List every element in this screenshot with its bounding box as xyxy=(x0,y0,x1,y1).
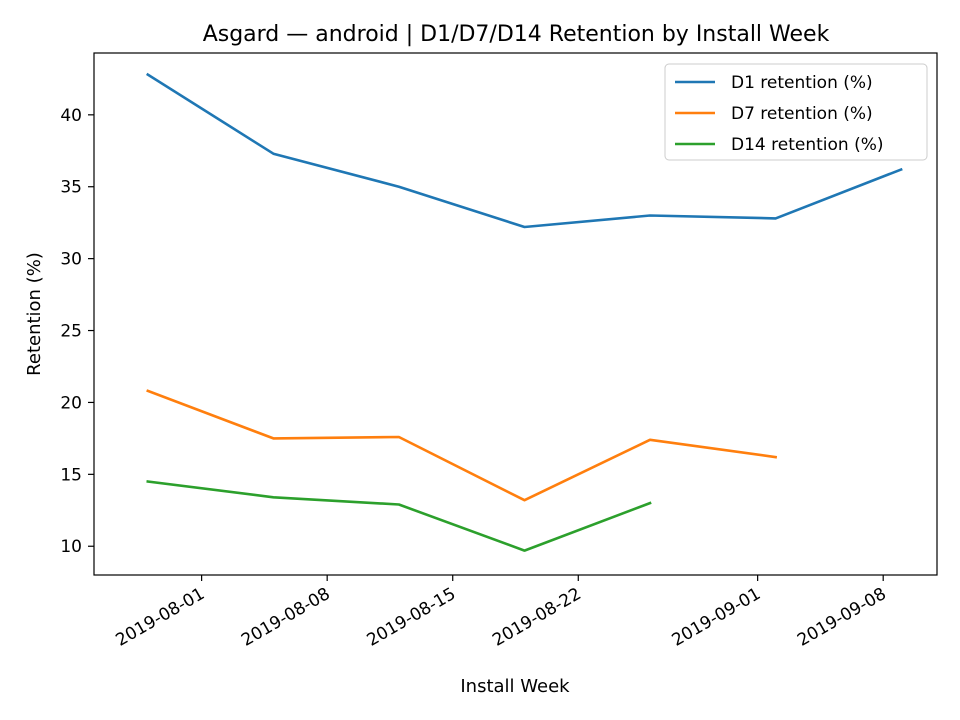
y-axis-label: Retention (%) xyxy=(24,252,45,376)
y-tick-label: 30 xyxy=(60,250,82,270)
legend-box xyxy=(664,63,928,161)
x-tick-label: 2019-09-01 xyxy=(669,584,765,651)
x-tick-label: 2019-08-22 xyxy=(489,584,585,651)
series-line-3 xyxy=(146,480,652,552)
y-tick-label: 20 xyxy=(60,393,82,413)
x-axis-label: Install Week xyxy=(460,676,570,697)
legend-label-3: D14 retention (%) xyxy=(731,135,884,155)
series-line-2 xyxy=(146,389,778,502)
x-axis: 2019-08-01 2019-08-08 2019-08-15 2019-08-22… xyxy=(113,575,890,651)
legend: D1 retention (%) D7 retention (%) D14 rete… xyxy=(664,63,928,161)
y-tick-label: 10 xyxy=(60,537,82,557)
y-axis: 10 15 20 25 30 35 40 xyxy=(60,106,94,557)
x-tick-label: 2019-08-01 xyxy=(113,584,209,651)
plot-area xyxy=(146,72,903,552)
x-tick-label: 2019-08-08 xyxy=(238,584,334,651)
legend-label-2: D7 retention (%) xyxy=(731,104,873,124)
y-tick-label: 35 xyxy=(60,178,82,198)
x-tick-label: 2019-08-15 xyxy=(364,584,460,651)
series-line-1 xyxy=(146,72,903,229)
x-tick-label: 2019-09-08 xyxy=(794,584,890,651)
y-tick-label: 15 xyxy=(60,465,82,485)
chart-title: Asgard — android | D1/D7/D14 Retention b… xyxy=(203,22,830,47)
y-tick-label: 40 xyxy=(60,106,82,126)
y-tick-label: 25 xyxy=(60,322,82,342)
legend-label-1: D1 retention (%) xyxy=(731,73,873,93)
plot-frame xyxy=(93,52,938,576)
